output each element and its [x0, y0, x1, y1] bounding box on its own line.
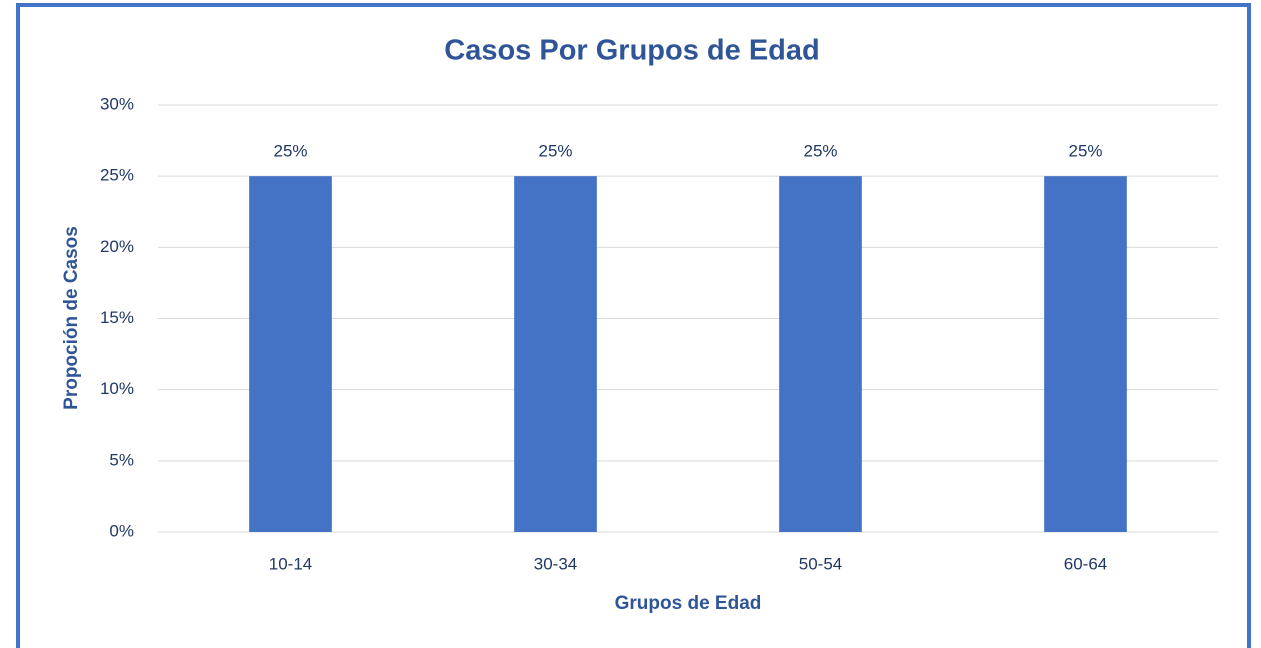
bar: [1044, 176, 1127, 532]
data-label: 25%: [803, 142, 837, 161]
data-label: 25%: [1068, 142, 1102, 161]
x-axis-title: Grupos de Edad: [615, 593, 762, 614]
x-tick-label: 10-14: [269, 554, 312, 573]
y-tick-label: 20%: [100, 237, 134, 256]
y-tick-label: 0%: [109, 521, 134, 540]
data-label: 25%: [538, 142, 572, 161]
x-tick-label: 50-54: [799, 554, 842, 573]
bar: [779, 176, 862, 532]
y-tick-label: 25%: [100, 166, 134, 185]
y-tick-label: 10%: [100, 379, 134, 398]
y-axis-title: Propoción de Casos: [61, 226, 82, 410]
y-tick-label: 5%: [109, 450, 134, 469]
x-tick-label: 30-34: [534, 554, 577, 573]
y-tick-label: 15%: [100, 308, 134, 327]
y-tick-label: 30%: [100, 94, 134, 113]
bar: [249, 176, 332, 532]
bar: [514, 176, 597, 532]
data-label: 25%: [273, 142, 307, 161]
chart-title: Casos Por Grupos de Edad: [444, 35, 819, 67]
chart-frame: [16, 3, 1251, 648]
x-tick-label: 60-64: [1064, 554, 1107, 573]
